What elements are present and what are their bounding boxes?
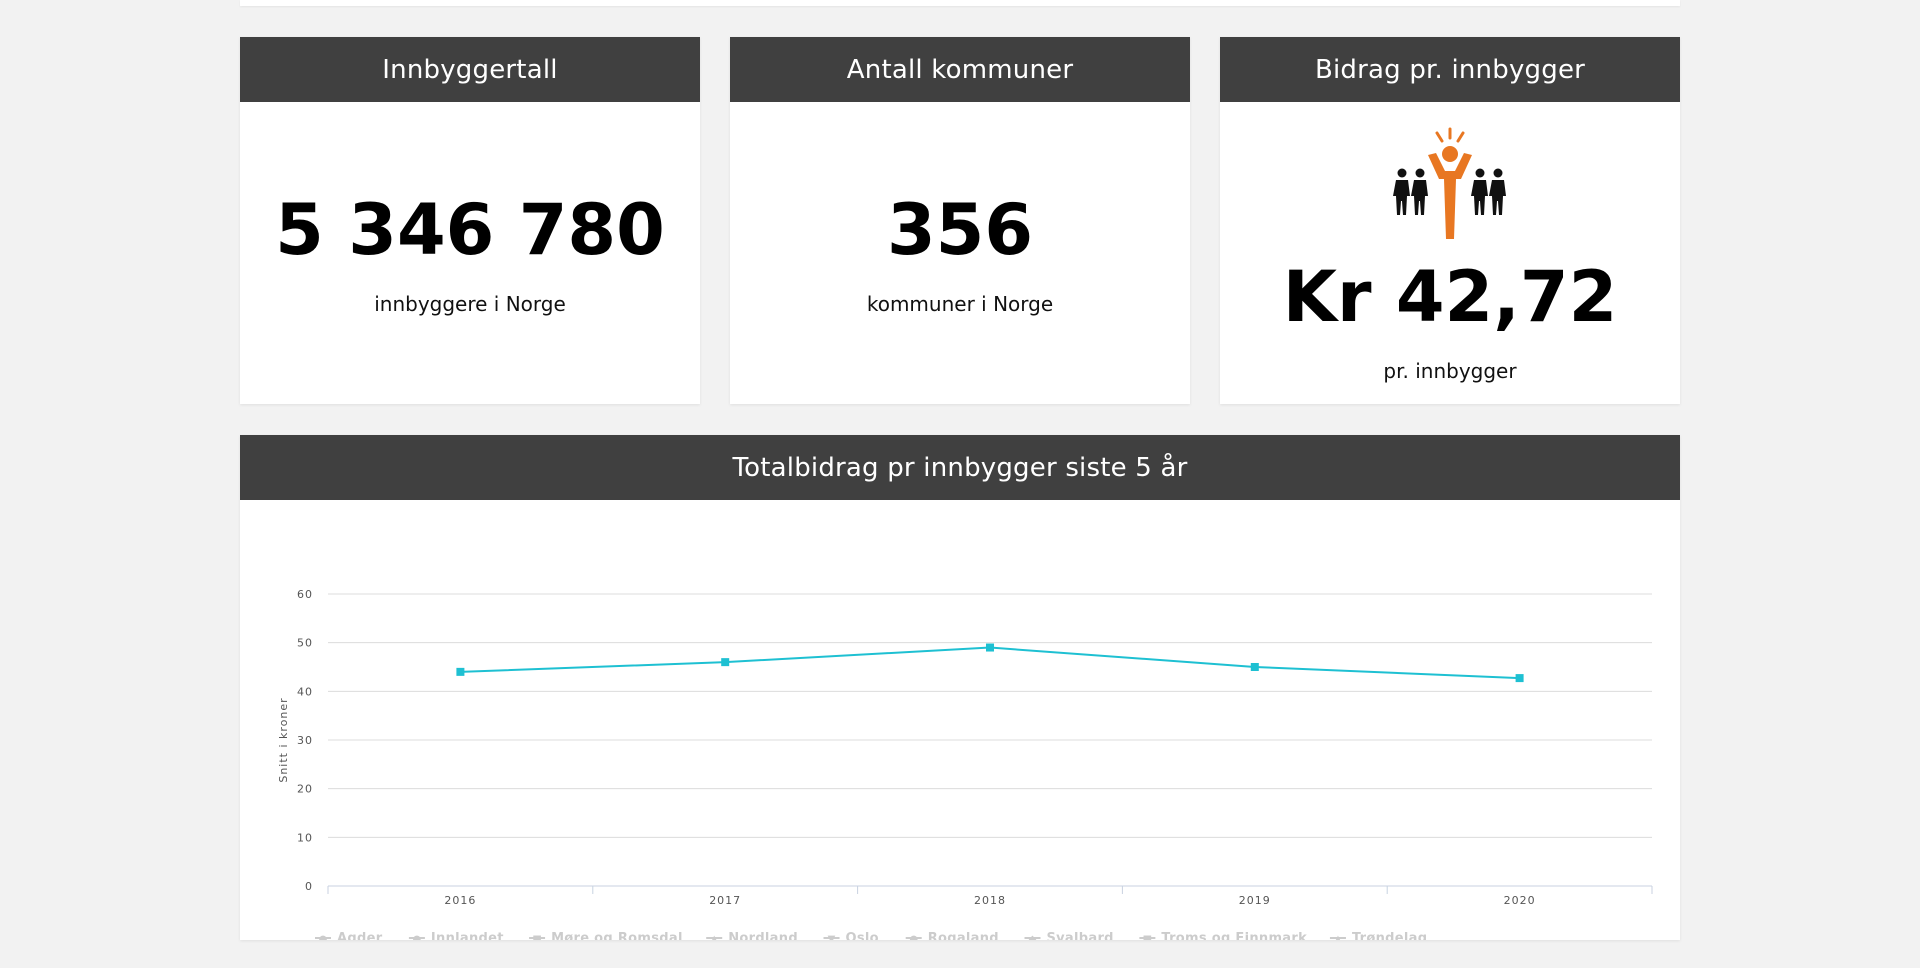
legend-label: Troms og Finnmark	[1161, 931, 1307, 940]
top-panel-edge	[240, 0, 1680, 6]
legend-symbol-icon: ■	[1143, 934, 1152, 940]
y-tick-label: 60	[297, 588, 313, 601]
legend-item[interactable]: ● Rogaland	[905, 931, 999, 940]
municipalities-subtitle: kommuner i Norge	[866, 292, 1054, 316]
x-tick-label: 2016	[444, 894, 476, 907]
legend-label: Innlandet	[431, 931, 504, 940]
legend-symbol-icon: ▲	[1334, 934, 1342, 940]
municipalities-card: Antall kommuner 356 kommuner i Norge	[730, 37, 1190, 404]
data-point	[721, 658, 730, 667]
legend-symbol-icon: ●	[413, 934, 422, 940]
contribution-subtitle: pr. innbygger	[1383, 359, 1517, 383]
y-tick-label: 50	[297, 637, 313, 650]
population-card-title: Innbyggertall	[240, 37, 700, 102]
legend-item[interactable]: ■ Troms og Finnmark	[1139, 931, 1307, 940]
legend-label: Trøndelag	[1352, 931, 1427, 940]
legend-label: Oslo	[846, 931, 879, 940]
legend-symbol-icon: ●	[909, 934, 918, 940]
x-tick-label: 2017	[709, 894, 741, 907]
y-tick-label: 30	[297, 734, 313, 747]
population-subtitle: innbyggere i Norge	[374, 292, 566, 316]
people-highlight-icon	[1393, 127, 1506, 239]
population-value: 5 346 780	[275, 189, 665, 271]
x-tick-label: 2018	[974, 894, 1006, 907]
y-tick-label: 0	[305, 880, 313, 893]
data-point	[986, 643, 994, 652]
x-tick-label: 2019	[1239, 894, 1271, 907]
legend-symbol-icon: ▼	[828, 934, 836, 940]
legend-item[interactable]: ■ Møre og Romsdal	[529, 931, 683, 940]
municipalities-card-title: Antall kommuner	[730, 37, 1190, 102]
y-tick-label: 20	[297, 783, 313, 796]
chart-title: Totalbidrag pr innbygger siste 5 år	[240, 435, 1680, 500]
contribution-chart-card: Totalbidrag pr innbygger siste 5 år 0 10 2…	[240, 435, 1680, 940]
data-point	[1515, 674, 1524, 683]
legend-item[interactable]: ▼ Oslo	[823, 931, 879, 940]
legend-symbol-icon: ■	[532, 934, 541, 940]
data-point	[1250, 663, 1259, 671]
legend-label: Svalbard	[1047, 931, 1114, 940]
x-tick-label: 2020	[1504, 894, 1536, 907]
legend-symbol-icon: ●	[319, 934, 328, 940]
legend-label: Nordland	[728, 931, 798, 940]
legend-symbol-icon: ◆	[1029, 934, 1037, 940]
legend-label: Møre og Romsdal	[551, 931, 683, 940]
line-chart: 0 10 20 30 40 50 60 2016 2017 2018 2019 2020 Snitt i…	[277, 588, 1653, 940]
y-tick-label: 40	[297, 685, 313, 698]
legend-label: Rogaland	[928, 931, 999, 940]
legend-symbol-icon: ▲	[710, 934, 718, 940]
y-axis-label: Snitt i kroner	[277, 697, 290, 782]
contribution-card: Bidrag pr. innbygger	[1220, 37, 1680, 404]
y-tick-label: 10	[297, 831, 313, 844]
population-card: Innbyggertall 5 346 780 innbyggere i Nor…	[240, 37, 700, 404]
legend-item[interactable]: ▲ Nordland	[706, 931, 798, 940]
contribution-card-title: Bidrag pr. innbygger	[1220, 37, 1680, 102]
legend-item[interactable]: ▲ Trøndelag	[1329, 931, 1427, 940]
legend-item[interactable]: ● Agder	[315, 931, 383, 940]
municipalities-value: 356	[886, 189, 1034, 271]
legend-item[interactable]: ◆ Svalbard	[1024, 931, 1114, 940]
data-point	[456, 667, 465, 676]
legend-item[interactable]: ● Innlandet	[408, 931, 504, 940]
series-line-landsgjennomsnitt	[460, 646, 1520, 680]
legend-label: Agder	[337, 931, 383, 940]
contribution-value: Kr 42,72	[1282, 256, 1618, 338]
